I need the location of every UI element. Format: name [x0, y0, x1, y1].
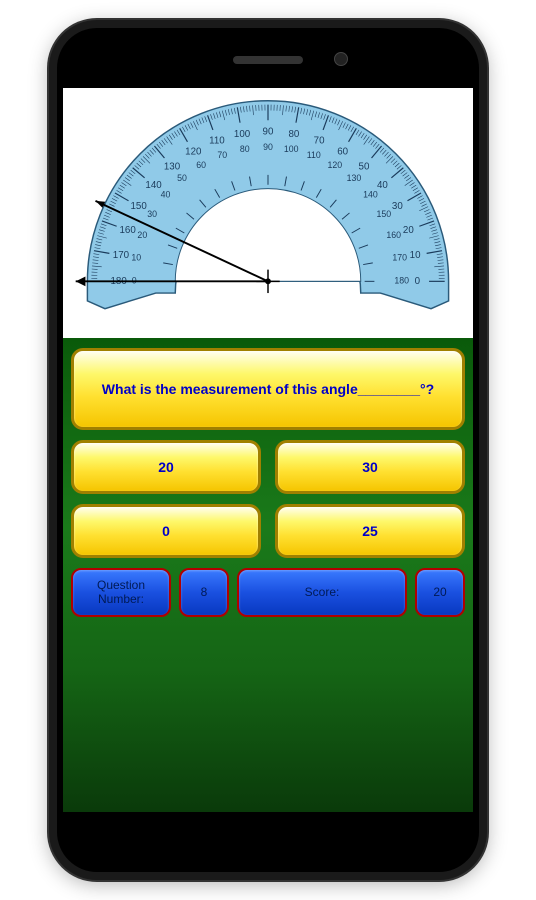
- phone-inner: 0102030405060708090100110120130140150160…: [57, 28, 479, 872]
- score-label-box: Score:: [237, 568, 407, 617]
- question-number-label-box: Question Number:: [71, 568, 171, 617]
- status-row: Question Number: 8 Score: 20: [71, 568, 465, 617]
- svg-text:40: 40: [377, 180, 388, 191]
- svg-text:10: 10: [410, 250, 421, 261]
- svg-text:40: 40: [161, 190, 171, 200]
- question-number-label: Question Number:: [79, 578, 163, 607]
- svg-text:170: 170: [113, 250, 130, 261]
- svg-text:90: 90: [263, 142, 273, 152]
- question-text: What is the measurement of this angle___…: [102, 381, 434, 397]
- svg-text:30: 30: [147, 209, 157, 219]
- svg-text:120: 120: [328, 160, 343, 170]
- svg-text:60: 60: [337, 147, 348, 158]
- phone-speaker: [233, 56, 303, 64]
- answer-label-2: 30: [362, 459, 378, 475]
- svg-text:50: 50: [359, 161, 370, 172]
- svg-text:160: 160: [386, 230, 401, 240]
- svg-text:110: 110: [209, 136, 225, 147]
- question-number-value: 8: [201, 585, 208, 599]
- phone-camera: [334, 52, 348, 66]
- app-screen: 0102030405060708090100110120130140150160…: [63, 88, 473, 812]
- svg-text:80: 80: [240, 144, 250, 154]
- svg-text:150: 150: [131, 201, 148, 212]
- svg-text:70: 70: [314, 136, 325, 147]
- svg-text:120: 120: [185, 147, 202, 158]
- protractor-svg: 0102030405060708090100110120130140150160…: [63, 88, 473, 338]
- svg-text:10: 10: [131, 252, 141, 262]
- question-number-value-box: 8: [179, 568, 229, 617]
- svg-text:30: 30: [392, 201, 403, 212]
- svg-text:50: 50: [177, 173, 187, 183]
- answer-option-4[interactable]: 25: [275, 504, 465, 558]
- svg-text:130: 130: [347, 173, 362, 183]
- svg-text:90: 90: [263, 127, 274, 138]
- answer-option-3[interactable]: 0: [71, 504, 261, 558]
- protractor-image-area: 0102030405060708090100110120130140150160…: [63, 88, 473, 338]
- answer-option-1[interactable]: 20: [71, 440, 261, 494]
- answer-grid: 20 30 0 25: [71, 440, 465, 558]
- score-value: 20: [433, 585, 446, 599]
- svg-text:130: 130: [164, 161, 181, 172]
- phone-frame: 0102030405060708090100110120130140150160…: [49, 20, 487, 880]
- svg-text:20: 20: [137, 230, 147, 240]
- svg-text:140: 140: [363, 190, 378, 200]
- svg-text:150: 150: [377, 209, 392, 219]
- question-box: What is the measurement of this angle___…: [71, 348, 465, 430]
- answer-option-2[interactable]: 30: [275, 440, 465, 494]
- svg-text:20: 20: [403, 225, 414, 236]
- svg-text:70: 70: [217, 150, 227, 160]
- svg-text:0: 0: [415, 276, 421, 287]
- answer-label-4: 25: [362, 523, 378, 539]
- svg-text:100: 100: [234, 129, 251, 140]
- svg-text:60: 60: [196, 160, 206, 170]
- svg-text:160: 160: [120, 225, 137, 236]
- svg-text:170: 170: [392, 252, 407, 262]
- score-label: Score:: [305, 585, 340, 599]
- quiz-area: What is the measurement of this angle___…: [63, 338, 473, 812]
- svg-text:180: 180: [394, 276, 409, 286]
- svg-text:80: 80: [289, 129, 300, 140]
- score-value-box: 20: [415, 568, 465, 617]
- answer-label-3: 0: [162, 523, 170, 539]
- answer-label-1: 20: [158, 459, 174, 475]
- svg-text:110: 110: [307, 150, 321, 160]
- svg-text:100: 100: [284, 144, 299, 154]
